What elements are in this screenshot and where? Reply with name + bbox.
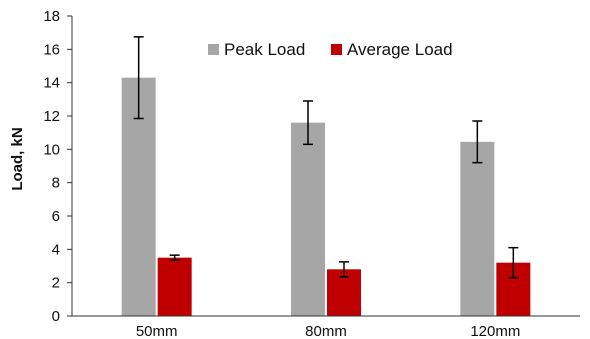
y-tick-label: 4	[52, 241, 60, 258]
legend-label: Average Load	[347, 40, 453, 59]
y-tick-label: 12	[43, 108, 60, 125]
y-tick-label: 16	[43, 41, 60, 58]
legend-swatch	[208, 44, 219, 55]
error-bar	[472, 120, 483, 164]
error-bar	[133, 36, 144, 120]
y-tick-label: 2	[52, 275, 60, 292]
error-bar	[169, 254, 180, 261]
y-tick-label: 0	[52, 308, 60, 325]
error-bar	[303, 100, 313, 146]
error-bar	[508, 246, 519, 279]
y-tick-label: 6	[52, 208, 60, 225]
x-tick-label: 120mm	[470, 323, 520, 339]
legend-swatch	[331, 44, 342, 55]
error-bar	[339, 261, 349, 278]
bar-average-load	[157, 257, 192, 316]
legend-label: Peak Load	[224, 40, 305, 59]
y-tick-label: 10	[43, 141, 60, 158]
y-axis-label: Load, kN	[9, 127, 26, 190]
x-tick-label: 50mm	[136, 323, 178, 339]
bar-peak-load	[460, 141, 495, 316]
y-tick-label: 14	[43, 75, 60, 92]
y-tick-label: 8	[52, 175, 60, 192]
y-tick-label: 18	[43, 8, 60, 25]
bar-peak-load	[291, 122, 325, 317]
x-tick-label: 80mm	[305, 323, 347, 339]
